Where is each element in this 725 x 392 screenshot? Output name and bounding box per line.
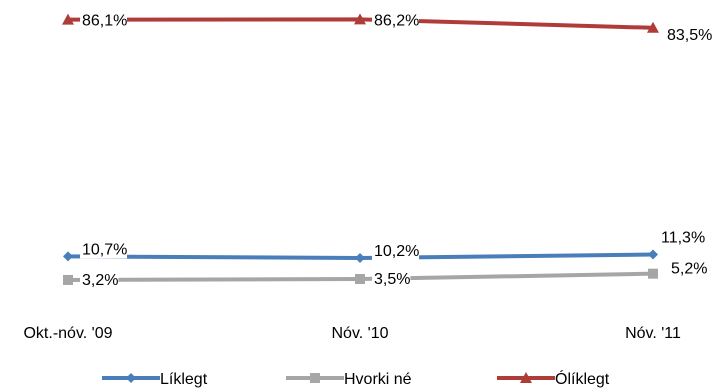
x-tick-label-1: Okt.-nóv. '09 [23,325,112,342]
series-lines [67,17,654,282]
legend-marker-1 [126,373,136,383]
x-axis-ticks: Okt.-nóv. '09 Nóv. '10 Nóv. '11 [23,325,681,342]
data-label-1-2: 10,2% [374,243,419,260]
legend-marker-3 [520,372,532,383]
data-labels: 10,7% 10,2% 11,3% 3,2% 3,5% 5,2% 86,1% 86,2% 83,… [80,10,712,289]
data-point-1-2 [355,252,365,263]
legend-marker-2 [310,373,320,383]
data-label-3-2: 86,2% [374,12,419,29]
data-label-3-1: 86,1% [82,13,127,30]
data-label-2-3: 5,2% [671,261,707,278]
data-label-bg [80,239,127,259]
data-point-2-1 [63,274,73,285]
data-point-1-3 [648,249,658,260]
legend: Líklegt Hvorki né Ólíklegt [102,369,610,388]
data-label-bg [80,269,119,289]
data-label-bg [372,240,419,260]
data-label-bg [659,227,706,247]
legend-label-2: Hvorki né [344,371,412,388]
data-label-bg [665,24,712,44]
data-label-2-1: 3,2% [82,272,118,289]
data-point-1-1 [63,251,73,262]
data-point-3-2 [354,13,366,25]
data-label-bg [80,10,127,30]
legend-label-1: Líklegt [160,371,208,388]
data-label-1-1: 10,7% [82,241,127,258]
x-tick-label-3: Nóv. '11 [625,325,681,342]
data-label-1-3: 11,3% [661,230,705,247]
data-label-bg [372,269,411,289]
data-label-2-2: 3,5% [374,271,410,288]
data-label-bg [669,258,708,278]
data-point-2-2 [355,274,365,285]
series-markers [62,13,659,285]
legend-label-3: Ólíklegt [555,369,610,388]
data-label-3-3: 83,5% [667,27,712,44]
x-tick-label-2: Nóv. '10 [331,325,388,342]
data-point-2-3 [648,268,658,279]
data-point-3-3 [647,21,659,33]
data-label-bg [372,10,419,30]
data-point-3-1 [62,13,74,25]
